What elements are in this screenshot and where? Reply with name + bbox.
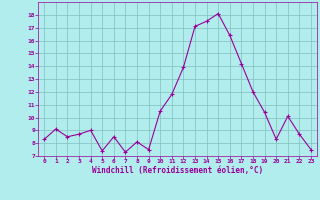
X-axis label: Windchill (Refroidissement éolien,°C): Windchill (Refroidissement éolien,°C) bbox=[92, 166, 263, 175]
